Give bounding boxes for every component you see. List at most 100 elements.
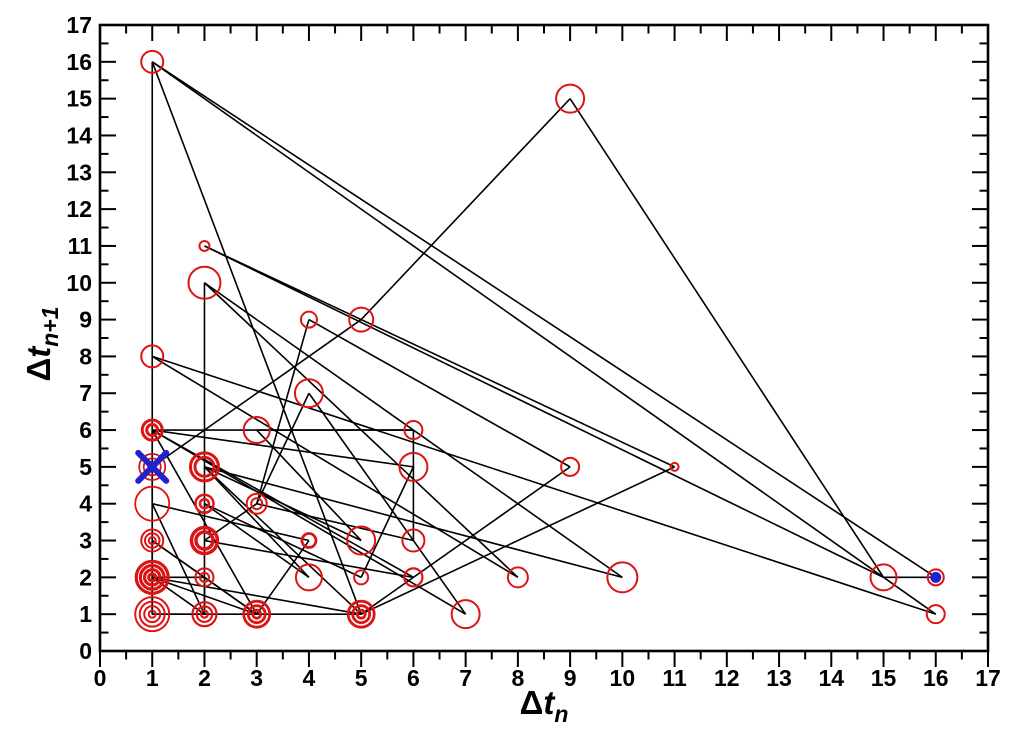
x-tick-label: 1 bbox=[146, 665, 159, 691]
trajectory-segment bbox=[151, 61, 362, 615]
data-point-ring bbox=[138, 563, 166, 591]
y-tick-label: 2 bbox=[79, 564, 92, 590]
data-point-ring bbox=[143, 605, 162, 624]
x-tick-label: 10 bbox=[610, 665, 636, 691]
data-point-ring bbox=[198, 497, 211, 510]
trajectory-segment bbox=[360, 466, 571, 615]
data-point-ring bbox=[242, 416, 271, 445]
data-point-ring bbox=[140, 344, 165, 369]
data-point-ring bbox=[189, 525, 220, 556]
y-tick-label: 10 bbox=[66, 270, 92, 296]
data-point-ring bbox=[401, 528, 426, 553]
trajectory-segment bbox=[204, 245, 884, 579]
data-point-ring bbox=[198, 571, 210, 583]
y-tick-label: 14 bbox=[66, 122, 92, 148]
data-point-ring bbox=[147, 609, 157, 619]
data-point-ring bbox=[134, 596, 171, 633]
data-point-ring bbox=[195, 605, 214, 624]
data-point-ring bbox=[138, 600, 166, 628]
data-point-ring bbox=[143, 532, 161, 549]
data-point-ring bbox=[145, 423, 160, 438]
trajectory-segment bbox=[204, 245, 675, 468]
trajectory-segment bbox=[204, 539, 414, 579]
trajectory-segment bbox=[569, 98, 885, 578]
x-tick-label: 4 bbox=[303, 665, 316, 691]
data-point-ring bbox=[245, 492, 268, 515]
data-point-ring bbox=[199, 609, 210, 619]
x-axis-title-delta: Δ bbox=[519, 684, 544, 721]
y-tick-label: 7 bbox=[79, 380, 92, 406]
data-point-ring bbox=[346, 599, 376, 629]
x-tick-label: 9 bbox=[564, 665, 577, 691]
y-axis-title-delta: Δ bbox=[20, 357, 57, 382]
data-point-ring bbox=[198, 239, 211, 252]
data-point-ring bbox=[194, 493, 215, 514]
trajectory-segment bbox=[152, 576, 362, 615]
data-point-ring bbox=[134, 485, 171, 522]
data-point-ring bbox=[246, 604, 267, 625]
data-point-ring bbox=[142, 568, 162, 587]
x-tick-label: 8 bbox=[511, 665, 524, 691]
x-axis-title-var: t bbox=[543, 684, 555, 721]
trajectory-segment bbox=[256, 502, 414, 542]
data-point-ring bbox=[403, 420, 424, 441]
end-dot-marker bbox=[930, 571, 942, 583]
x-tick-label: 11 bbox=[662, 665, 687, 691]
y-tick-label: 15 bbox=[66, 86, 92, 112]
y-tick-label: 12 bbox=[66, 196, 92, 222]
data-point-ring bbox=[194, 567, 215, 588]
y-tick-label: 16 bbox=[66, 49, 92, 75]
trajectory-segment bbox=[360, 466, 675, 615]
y-tick-label: 0 bbox=[79, 638, 92, 664]
data-point-ring bbox=[147, 572, 158, 583]
y-tick-label: 13 bbox=[66, 159, 92, 185]
y-tick-label: 17 bbox=[66, 12, 92, 38]
endpoint-markers bbox=[135, 449, 942, 583]
data-points bbox=[134, 49, 946, 633]
x-tick-label: 17 bbox=[975, 665, 1001, 691]
data-point-ring bbox=[193, 455, 216, 478]
axes-frame bbox=[98, 23, 990, 667]
x-tick-label: 13 bbox=[766, 665, 792, 691]
trajectory-segment bbox=[204, 503, 310, 579]
data-point-ring bbox=[450, 599, 481, 630]
data-point-ring bbox=[251, 608, 263, 620]
x-tick-label: 2 bbox=[198, 665, 211, 691]
data-point-ring bbox=[188, 451, 220, 483]
data-point-ring bbox=[250, 497, 264, 511]
trajectory-segment bbox=[152, 429, 414, 468]
data-point-ring bbox=[138, 452, 167, 481]
start-x-marker bbox=[135, 449, 170, 484]
data-point-ring bbox=[669, 461, 680, 472]
data-point-ring bbox=[506, 566, 529, 589]
x-tick-label: 14 bbox=[818, 665, 844, 691]
trajectory-segment bbox=[203, 466, 310, 578]
data-point-ring bbox=[398, 451, 429, 482]
data-point-ring bbox=[142, 457, 162, 477]
data-point-ring bbox=[299, 310, 318, 329]
x-tick-label: 12 bbox=[714, 665, 740, 691]
data-point-ring bbox=[140, 418, 164, 442]
tick-labels: 0 1 2 3 4 5 6 7 8 9 10 11 12 13 14 15 16 1701234567891011… bbox=[66, 12, 1000, 691]
data-point-ring bbox=[134, 559, 170, 595]
x-tick-label: 16 bbox=[923, 665, 949, 691]
y-tick-label: 4 bbox=[79, 491, 92, 517]
trajectory-segment bbox=[256, 429, 362, 542]
data-point-ring bbox=[353, 569, 370, 586]
trajectory-lines bbox=[151, 61, 937, 615]
trajectory-segment bbox=[151, 61, 937, 615]
y-tick-label: 5 bbox=[79, 454, 92, 480]
data-point-ring bbox=[555, 83, 586, 114]
trajectory-segment bbox=[203, 466, 362, 615]
y-tick-label: 6 bbox=[79, 417, 92, 443]
data-point-ring bbox=[300, 532, 318, 549]
trajectory-segment bbox=[308, 318, 571, 468]
x-axis-title-sub: n bbox=[554, 701, 569, 727]
x-tick-label: 6 bbox=[407, 665, 420, 691]
trajectory-segment bbox=[360, 98, 571, 321]
data-point-ring bbox=[925, 604, 946, 625]
trajectory-segment bbox=[255, 319, 310, 504]
trajectory-segment bbox=[360, 466, 415, 578]
